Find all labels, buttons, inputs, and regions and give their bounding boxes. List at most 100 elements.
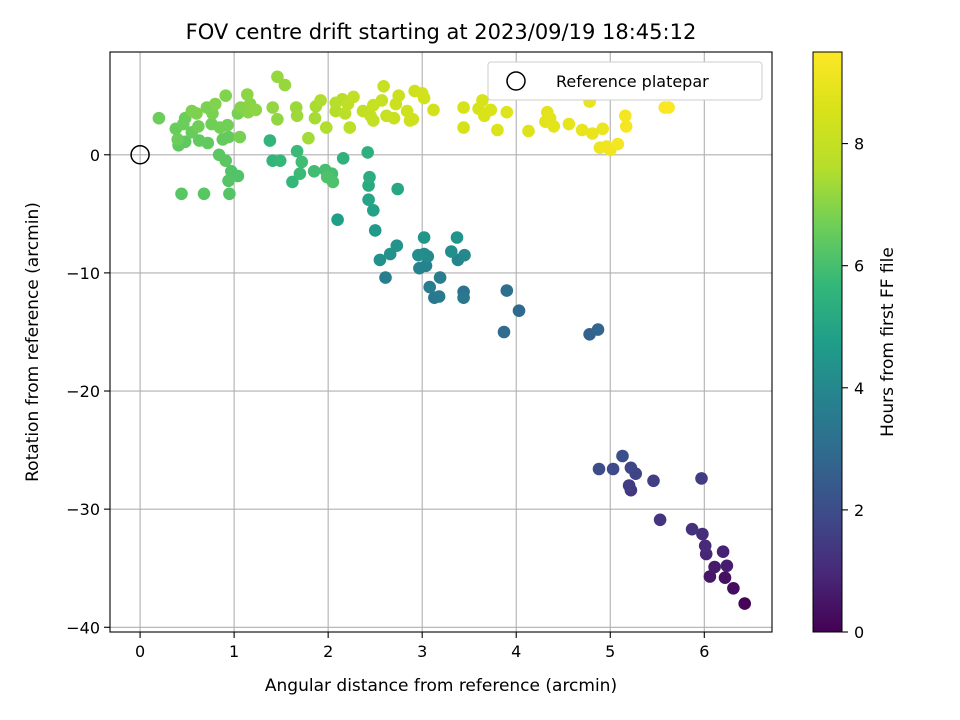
colorbar-tick-label: 4 bbox=[854, 379, 864, 398]
x-tick-label: 3 bbox=[417, 642, 427, 661]
data-point bbox=[662, 101, 675, 114]
data-point bbox=[522, 124, 535, 138]
data-point bbox=[219, 89, 232, 102]
chart-title: FOV centre drift starting at 2023/09/19 … bbox=[186, 20, 697, 44]
data-point bbox=[212, 148, 226, 162]
data-point bbox=[223, 187, 236, 201]
data-point bbox=[653, 513, 667, 527]
y-tick-label: −10 bbox=[66, 264, 100, 283]
data-point bbox=[484, 103, 498, 117]
x-tick-label: 5 bbox=[605, 642, 615, 661]
x-tick-label: 0 bbox=[135, 642, 145, 661]
data-point bbox=[547, 120, 561, 133]
data-point bbox=[336, 152, 350, 165]
x-tick-label: 6 bbox=[699, 642, 709, 661]
data-point bbox=[575, 123, 589, 137]
data-point bbox=[271, 70, 284, 84]
legend: Reference platepar bbox=[487, 61, 763, 101]
data-point bbox=[343, 121, 357, 134]
data-point bbox=[433, 271, 447, 284]
data-point bbox=[391, 182, 405, 196]
data-point bbox=[314, 94, 327, 107]
data-point bbox=[302, 131, 315, 145]
data-point bbox=[445, 245, 458, 258]
y-tick-label: −40 bbox=[66, 618, 100, 637]
axis-ticks: 0 1 2 3 4 5 6 −40 −30 −20 −10 0 bbox=[66, 146, 709, 661]
data-point bbox=[619, 109, 632, 123]
data-point bbox=[497, 325, 511, 339]
data-point bbox=[367, 204, 380, 217]
data-point bbox=[233, 130, 247, 144]
y-axis-label: Rotation from reference (arcmin) bbox=[23, 202, 43, 482]
data-point bbox=[622, 479, 636, 492]
data-point bbox=[720, 559, 734, 573]
data-point bbox=[624, 461, 638, 475]
data-point bbox=[417, 231, 431, 244]
data-point bbox=[716, 545, 730, 558]
data-point bbox=[185, 104, 199, 118]
data-point bbox=[290, 144, 304, 158]
data-point bbox=[361, 146, 375, 159]
data-point bbox=[222, 130, 235, 144]
data-point bbox=[413, 261, 426, 275]
data-point bbox=[685, 522, 699, 536]
data-point bbox=[249, 103, 263, 117]
x-tick-label: 4 bbox=[511, 642, 521, 661]
data-point bbox=[619, 120, 633, 133]
legend-label-reference-platepar: Reference platepar bbox=[556, 72, 709, 91]
data-point bbox=[390, 239, 404, 252]
data-point bbox=[271, 113, 284, 126]
data-point bbox=[175, 187, 188, 201]
data-point bbox=[379, 271, 392, 284]
data-point bbox=[616, 449, 629, 463]
data-point bbox=[326, 175, 340, 189]
colorbar: 0 2 4 6 8 Hours from first FF file bbox=[812, 51, 898, 642]
legend-box bbox=[487, 61, 763, 101]
data-point bbox=[708, 560, 721, 574]
data-point bbox=[592, 462, 606, 476]
data-point bbox=[286, 175, 299, 189]
data-point bbox=[591, 323, 605, 336]
data-point bbox=[278, 78, 292, 92]
data-point bbox=[263, 134, 277, 147]
data-point bbox=[500, 105, 514, 119]
data-point bbox=[458, 248, 471, 262]
data-point bbox=[403, 114, 417, 127]
data-point bbox=[703, 570, 717, 583]
data-point bbox=[417, 91, 431, 105]
data-point bbox=[412, 248, 425, 262]
data-point bbox=[368, 224, 382, 237]
colorbar-tick-label: 2 bbox=[854, 501, 864, 520]
data-point bbox=[192, 120, 205, 133]
reference-platepar-marker bbox=[130, 145, 150, 165]
data-point bbox=[457, 291, 470, 305]
data-point bbox=[273, 154, 287, 167]
data-point bbox=[698, 539, 712, 553]
data-point bbox=[331, 213, 344, 226]
data-point bbox=[290, 109, 304, 123]
data-point bbox=[320, 121, 333, 134]
data-point bbox=[611, 137, 625, 151]
data-point bbox=[586, 127, 599, 140]
data-point bbox=[201, 136, 215, 150]
data-point bbox=[295, 155, 309, 169]
legend-marker-reference-platepar bbox=[506, 71, 526, 91]
data-point bbox=[457, 101, 470, 114]
data-point bbox=[293, 167, 307, 180]
data-point bbox=[392, 89, 406, 102]
colorbar-gradient bbox=[812, 51, 843, 633]
data-point bbox=[647, 474, 660, 488]
data-point bbox=[512, 304, 526, 318]
data-points bbox=[152, 70, 751, 610]
data-point bbox=[476, 94, 489, 107]
x-tick-label: 1 bbox=[229, 642, 239, 661]
data-point bbox=[423, 280, 437, 294]
data-point bbox=[427, 103, 440, 117]
data-point bbox=[197, 187, 211, 201]
data-point bbox=[727, 582, 740, 595]
colorbar-tick-label: 8 bbox=[854, 135, 864, 154]
data-point bbox=[347, 90, 360, 104]
data-point bbox=[500, 284, 514, 297]
data-point bbox=[606, 462, 620, 476]
